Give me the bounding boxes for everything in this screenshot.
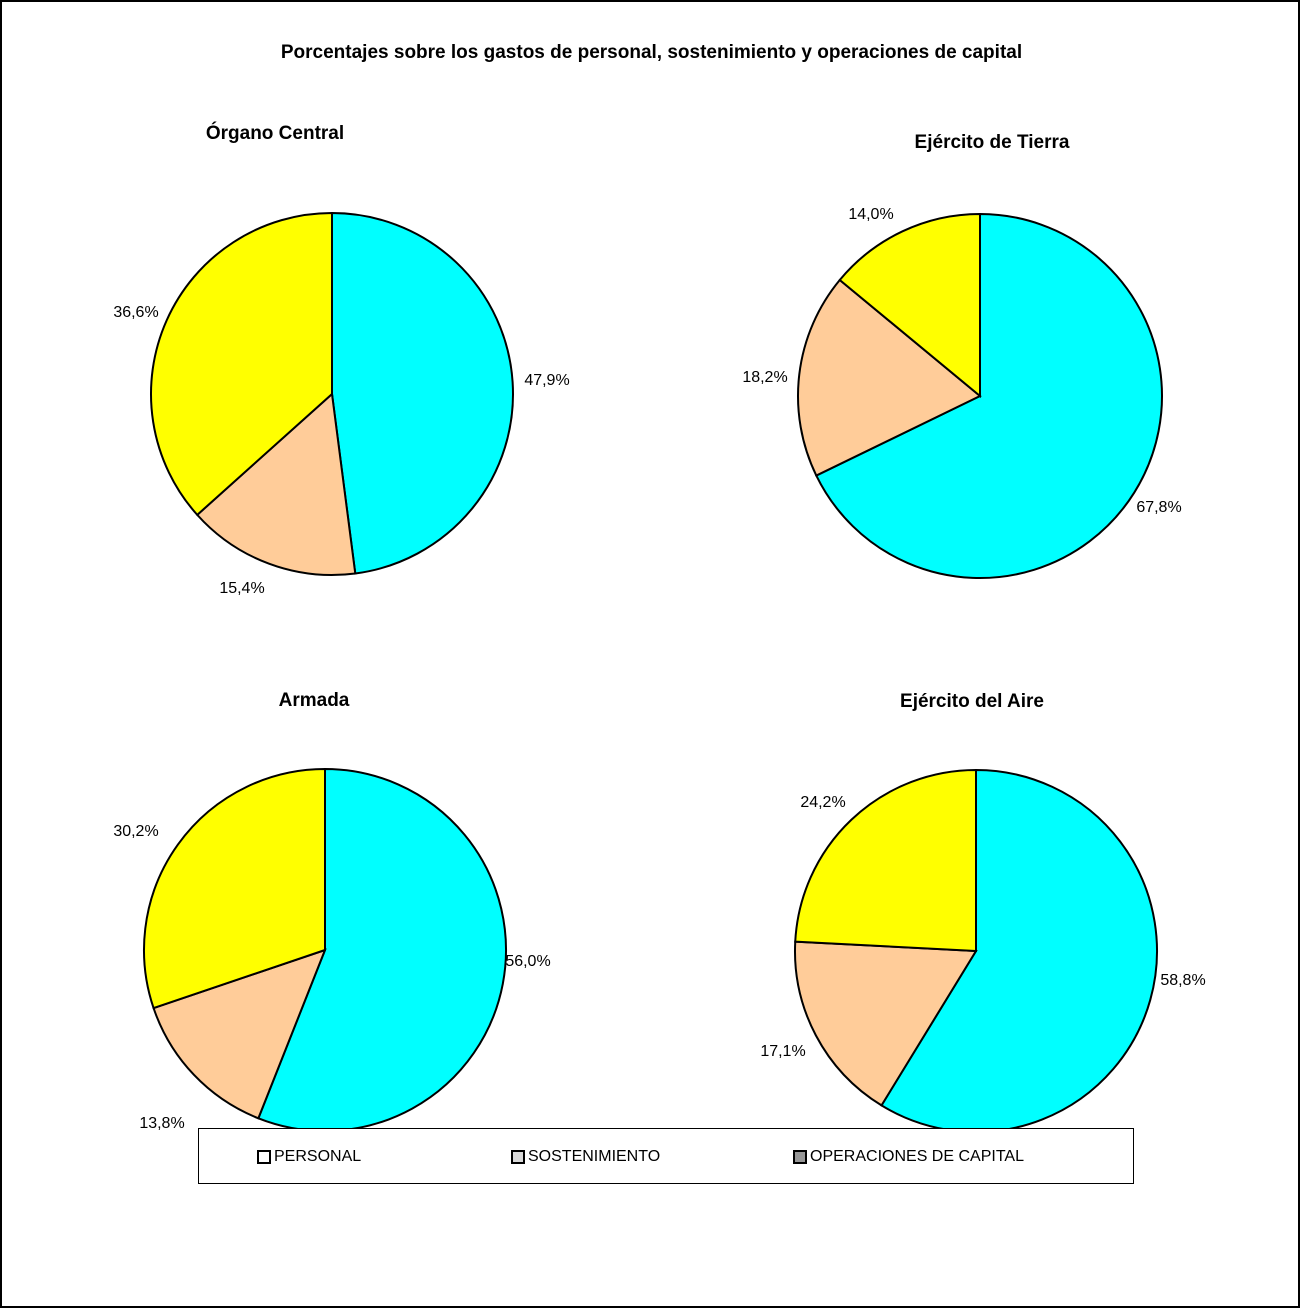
legend-label-personal: PERSONAL [274,1148,362,1165]
data-label-sostenimiento: 18,2% [742,369,787,386]
data-label-sostenimiento: 15,4% [219,580,264,597]
data-label-operaciones-capital: 14,0% [848,206,893,223]
data-label-personal: 58,8% [1160,972,1205,989]
pie-chart-4: Ejército del Aire 58,8% 17,1% 24,2% [760,691,1206,1133]
legend-item-sostenimiento: SOSTENIMIENTO [511,1148,660,1166]
data-label-operaciones-capital: 30,2% [113,823,158,840]
legend-swatch-operaciones [793,1150,807,1164]
data-label-operaciones-capital: 36,6% [113,304,158,321]
legend-item-personal: PERSONAL [257,1148,361,1166]
legend-swatch-sostenimiento [511,1150,525,1164]
pie-slice-sostenimiento [152,948,327,1120]
pie-slice-operaciones-capital [150,211,333,517]
legend-label-operaciones: OPERACIONES DE CAPITAL [810,1148,1024,1165]
data-label-operaciones-capital: 24,2% [800,794,845,811]
pie-slice-operaciones-capital [143,767,326,1010]
pie-slice-operaciones-capital [838,212,981,399]
pie-chart-3: Armada 56,0% 13,8% 30,2% [113,690,550,1132]
pie-slice-operaciones-capital [794,768,977,953]
legend: PERSONAL SOSTENIMIENTO OPERACIONES DE CA… [198,1128,1134,1184]
legend-swatch-personal [257,1150,271,1164]
data-label-personal: 56,0% [505,953,550,970]
pie-chart-2: Ejército de Tierra 67,8% 18,2% 14,0% [742,132,1182,579]
data-label-personal: 67,8% [1136,499,1181,516]
pie-chart-title: Armada [279,690,350,711]
legend-label-sostenimiento: SOSTENIMIENTO [528,1148,661,1165]
data-label-sostenimiento: 17,1% [760,1043,805,1060]
pie-chart-title: Ejército del Aire [900,691,1044,712]
pie-slice-sostenimiento [195,391,357,576]
data-label-personal: 47,9% [524,372,569,389]
pie-slice-sostenimiento [794,940,978,1107]
pie-chart-title: Órgano Central [206,122,344,144]
pie-chart-1: Órgano Central 47,9% 15,4% 36,6% [113,122,569,597]
main-title: Porcentajes sobre los gastos de personal… [280,42,1023,63]
pie-chart-title: Ejército de Tierra [915,132,1070,153]
data-label-sostenimiento: 13,8% [139,1115,184,1132]
pie-slice-personal [814,212,1163,579]
legend-item-operaciones: OPERACIONES DE CAPITAL [793,1148,1024,1166]
pie-slice-sostenimiento [797,278,982,477]
pie-slice-personal [331,211,514,575]
